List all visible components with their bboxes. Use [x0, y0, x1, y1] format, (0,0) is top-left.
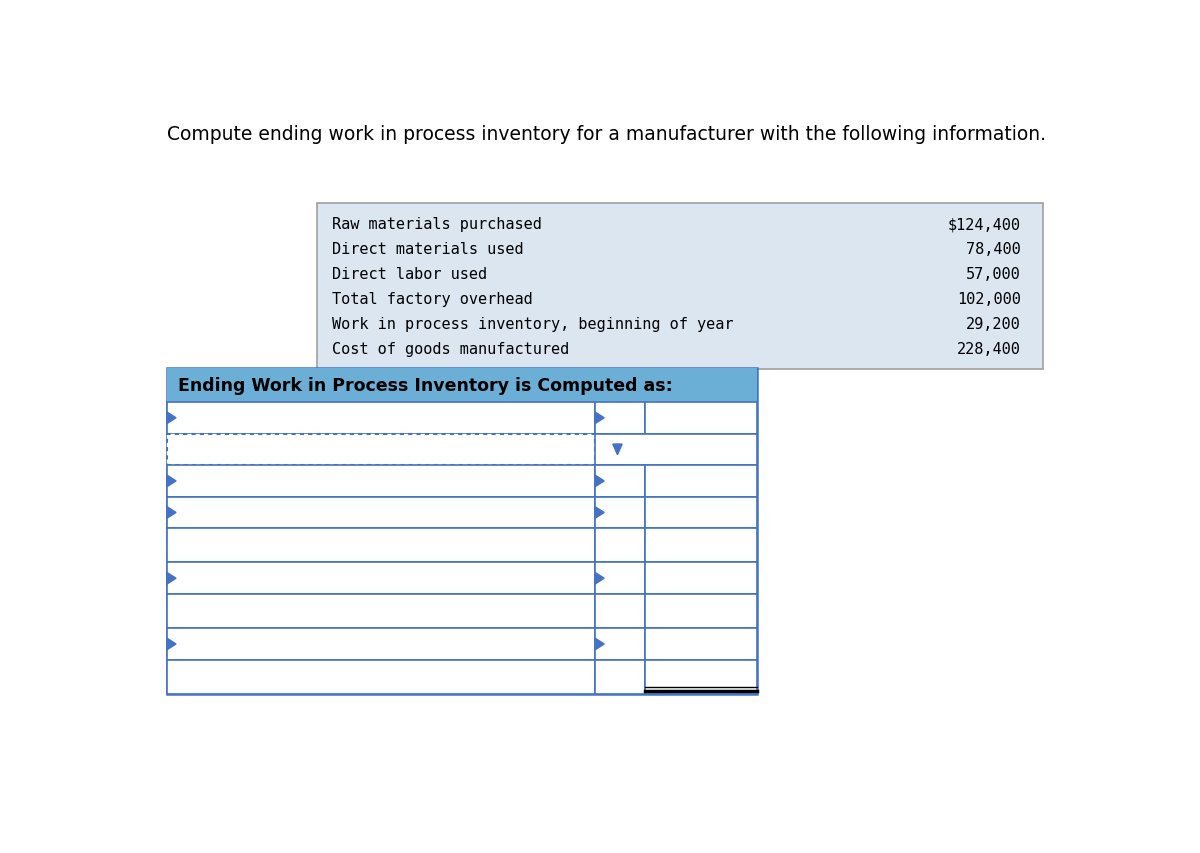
Bar	[595, 434, 757, 466]
Text: Work in process inventory, beginning of year: Work in process inventory, beginning of …	[332, 316, 733, 332]
Bar	[595, 403, 646, 434]
Bar	[646, 563, 757, 595]
Bar	[595, 466, 646, 497]
Text: Direct labor used: Direct labor used	[332, 267, 487, 282]
Bar	[595, 497, 646, 529]
Text: Cost of goods manufactured: Cost of goods manufactured	[332, 342, 569, 357]
Polygon shape	[167, 507, 176, 519]
Text: 57,000: 57,000	[966, 267, 1021, 282]
Text: 0: 0	[739, 670, 750, 685]
Bar	[595, 629, 646, 660]
Bar	[167, 529, 595, 563]
Bar	[646, 403, 757, 434]
Text: $124,400: $124,400	[948, 217, 1021, 232]
Bar	[167, 466, 595, 497]
Bar	[595, 563, 646, 595]
Text: Work in process inventory, end of year: Work in process inventory, end of year	[178, 670, 490, 685]
Bar	[646, 497, 757, 529]
Text: Compute ending work in process inventory for a manufacturer with the following i: Compute ending work in process inventory…	[167, 125, 1045, 144]
Bar	[167, 497, 595, 529]
Text: Total manufacturing costs: Total manufacturing costs	[178, 538, 385, 554]
Polygon shape	[613, 444, 622, 456]
Bar	[167, 563, 595, 595]
Bar	[646, 660, 757, 694]
Bar	[646, 629, 757, 660]
Text: 0: 0	[739, 604, 750, 619]
Bar	[595, 595, 646, 629]
Text: Raw materials purchased: Raw materials purchased	[332, 217, 541, 232]
Bar	[646, 595, 757, 629]
Text: $: $	[614, 670, 625, 685]
Bar	[167, 629, 595, 660]
Polygon shape	[595, 412, 604, 424]
Bar	[317, 204, 1043, 369]
Text: Ending Work in Process Inventory is Computed as:: Ending Work in Process Inventory is Comp…	[178, 376, 673, 394]
Text: 29,200: 29,200	[966, 316, 1021, 332]
Text: 78,400: 78,400	[966, 242, 1021, 257]
Text: Direct materials used: Direct materials used	[332, 242, 523, 257]
Polygon shape	[595, 572, 604, 584]
Text: Total cost of work in process: Total cost of work in process	[178, 604, 404, 619]
Bar	[167, 368, 757, 694]
Polygon shape	[167, 475, 176, 487]
Text: 102,000: 102,000	[958, 292, 1021, 307]
Bar	[646, 466, 757, 497]
Bar	[167, 403, 595, 434]
Polygon shape	[595, 507, 604, 519]
Polygon shape	[167, 638, 176, 650]
Text: 0: 0	[739, 538, 750, 554]
Bar	[595, 660, 646, 694]
Text: 228,400: 228,400	[958, 342, 1021, 357]
Text: Total factory overhead: Total factory overhead	[332, 292, 533, 307]
Bar	[167, 595, 595, 629]
Bar	[646, 529, 757, 563]
Polygon shape	[167, 572, 176, 584]
Bar	[167, 660, 595, 694]
Bar	[167, 368, 757, 403]
Polygon shape	[167, 412, 176, 424]
Polygon shape	[595, 638, 604, 650]
Bar	[167, 434, 595, 466]
Bar	[595, 529, 646, 563]
Polygon shape	[595, 475, 604, 487]
